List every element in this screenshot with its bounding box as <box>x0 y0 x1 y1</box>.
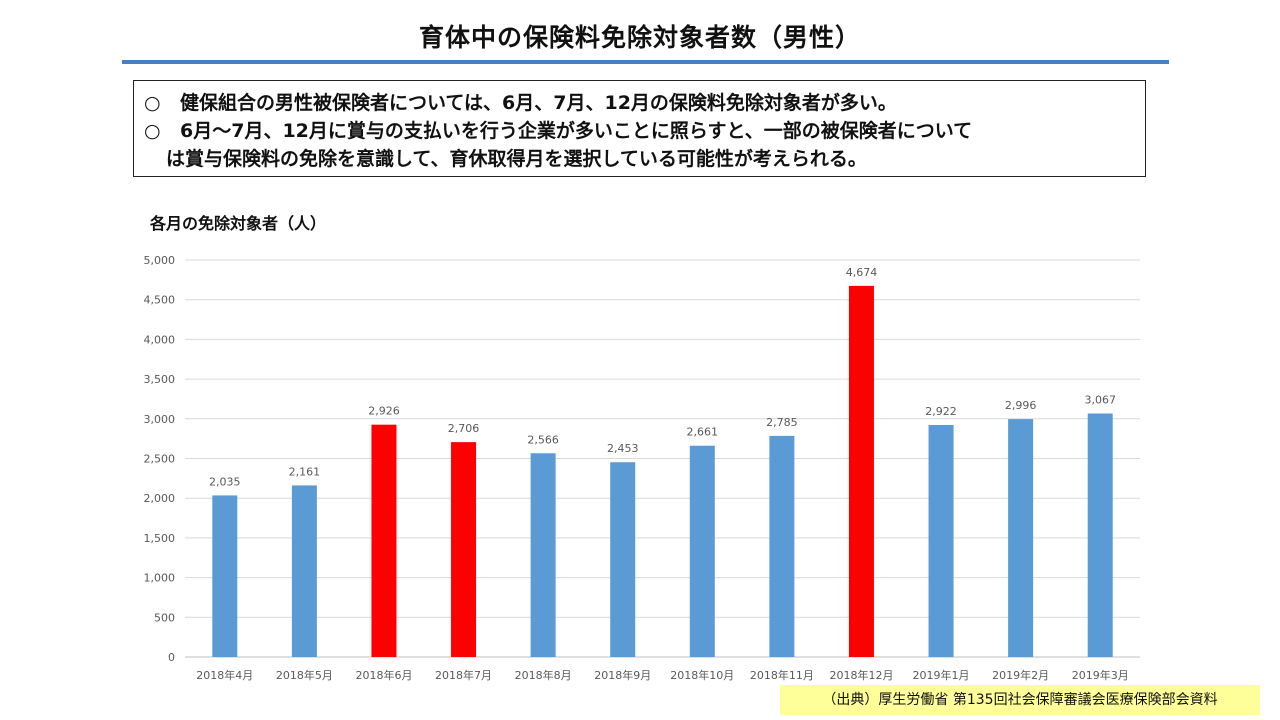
data-label: 2,926 <box>368 405 400 418</box>
bar <box>769 435 795 657</box>
x-tick-label: 2019年3月 <box>1072 668 1129 682</box>
x-tick-label: 2018年5月 <box>276 668 333 682</box>
summary-text-3: は賞与保険料の免除を意識して、育休取得月を選択している可能性が考えられる。 <box>166 148 867 170</box>
page-title: 育体中の保険料免除対象者数（男性） <box>418 23 861 52</box>
data-label: 4,674 <box>846 266 878 279</box>
summary-line-3: は賞与保険料の免除を意識して、育休取得月を選択している可能性が考えられる。 <box>144 145 1135 173</box>
data-label: 2,566 <box>527 433 559 446</box>
bar <box>451 442 477 657</box>
bar <box>689 445 715 657</box>
data-label: 2,035 <box>209 475 241 488</box>
y-tick-label: 1,000 <box>144 572 176 585</box>
x-tick-label: 2018年11月 <box>750 668 814 682</box>
bullet-circle-icon: ○ <box>144 92 161 114</box>
y-tick-label: 1,500 <box>144 532 176 545</box>
x-tick-label: 2018年10月 <box>670 668 734 682</box>
summary-text-1: 健保組合の男性被保険者については、6月、7月、12月の保険料免除対象者が多い。 <box>180 92 897 114</box>
x-tick-label: 2019年1月 <box>913 668 970 682</box>
bar <box>928 424 954 657</box>
x-tick-label: 2018年8月 <box>515 668 572 682</box>
y-tick-label: 3,500 <box>144 373 176 386</box>
summary-text-2: 6月～7月、12月に賞与の支払いを行う企業が多いことに照らすと、一部の被保険者に… <box>180 120 973 142</box>
summary-line-2: ○ 6月～7月、12月に賞与の支払いを行う企業が多いことに照らすと、一部の被保険者… <box>144 117 1135 145</box>
chart-title: 各月の免除対象者（人） <box>150 214 327 233</box>
bar <box>848 285 874 657</box>
x-tick-label: 2019年2月 <box>992 668 1049 682</box>
y-tick-label: 5,000 <box>144 254 176 267</box>
bar <box>1087 413 1113 657</box>
y-tick-label: 4,000 <box>144 333 176 346</box>
y-tick-label: 2,000 <box>144 492 176 505</box>
y-tick-label: 500 <box>154 611 175 624</box>
x-tick-label: 2018年6月 <box>355 668 412 682</box>
summary-box: ○ 健保組合の男性被保険者については、6月、7月、12月の保険料免除対象者が多い。… <box>133 80 1146 177</box>
bar <box>371 424 397 657</box>
y-tick-label: 2,500 <box>144 453 176 466</box>
y-tick-label: 3,000 <box>144 413 176 426</box>
data-label: 2,996 <box>1005 399 1037 412</box>
x-tick-label: 2018年9月 <box>594 668 651 682</box>
data-label: 2,785 <box>766 416 798 429</box>
bar <box>212 495 238 657</box>
bar <box>530 453 556 657</box>
data-label: 3,067 <box>1084 393 1116 406</box>
bullet-circle-icon: ○ <box>144 120 161 142</box>
data-label: 2,453 <box>607 442 639 455</box>
x-tick-label: 2018年4月 <box>196 668 253 682</box>
summary-line-1: ○ 健保組合の男性被保険者については、6月、7月、12月の保険料免除対象者が多い。 <box>144 89 1135 117</box>
y-tick-label: 0 <box>168 651 175 664</box>
data-label: 2,661 <box>687 426 719 439</box>
title-underline <box>122 60 1169 64</box>
data-label: 2,706 <box>448 422 480 435</box>
x-tick-label: 2018年7月 <box>435 668 492 682</box>
x-tick-label: 2018年12月 <box>829 668 893 682</box>
bar <box>291 485 317 657</box>
bar <box>610 462 636 657</box>
source-note: （出典）厚生労働省 第135回社会保障審議会医療保険部会資料 <box>780 685 1260 715</box>
y-tick-label: 4,500 <box>144 294 176 307</box>
bar <box>1008 419 1034 657</box>
data-label: 2,161 <box>289 465 321 478</box>
data-label: 2,922 <box>925 405 957 418</box>
